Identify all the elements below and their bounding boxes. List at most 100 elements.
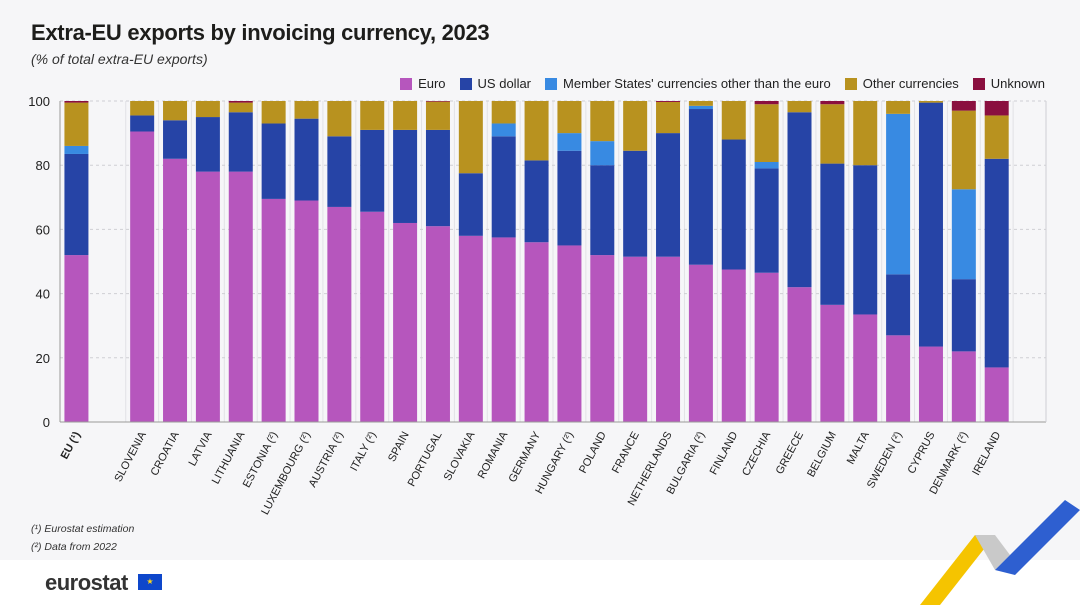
bar-segment-us-dollar (984, 158, 1009, 368)
legend-item: US dollar (459, 76, 531, 91)
bar-segment-euro (656, 256, 681, 422)
eurostat-logo: eurostat (45, 570, 128, 595)
bar-segment-other-currencies (688, 101, 713, 106)
bar-segment-other-currencies (721, 101, 746, 140)
bar-segment-other-currencies (228, 102, 253, 113)
bar-segment-other-currencies (64, 102, 89, 146)
bar-segment-member-states-currencies-other-than-the-euro (951, 189, 976, 280)
x-tick-label: ROMANIA (476, 429, 511, 481)
bar-segment-member-states-currencies-other-than-the-euro (754, 161, 779, 169)
bar-segment-other-currencies (491, 101, 516, 124)
bar-segment-member-states-currencies-other-than-the-euro (64, 145, 89, 154)
bar-segment-member-states-currencies-other-than-the-euro (491, 123, 516, 137)
x-tick-label: LITHUANIA (210, 429, 248, 486)
bar-segment-us-dollar (327, 136, 352, 207)
bar-segment-euro (64, 255, 89, 422)
x-tick-label: AUSTRIA (²) (307, 430, 346, 490)
x-tick-label: PORTUGAL (406, 430, 445, 489)
bar-segment-us-dollar (656, 133, 681, 257)
bar-segment-us-dollar (853, 165, 878, 315)
bar-segment-other-currencies (918, 101, 943, 103)
bar-segment-euro (557, 245, 582, 422)
bar-segment-other-currencies (458, 101, 483, 174)
bar-segment-euro (491, 237, 516, 422)
bar-segment-other-currencies (984, 115, 1009, 159)
bar-segment-member-states-currencies-other-than-the-euro (557, 133, 582, 151)
bar-segment-us-dollar (886, 274, 911, 336)
x-tick-label: CZECHIA (740, 429, 774, 478)
bar-segment-unknown (64, 101, 89, 103)
bar-segment-us-dollar (524, 160, 549, 243)
x-tick-label: SPAIN (386, 430, 412, 464)
bar-segment-other-currencies (787, 101, 812, 113)
bar-segment-euro (918, 346, 943, 422)
x-tick-label: ITALY (²) (348, 430, 379, 473)
bar-segment-euro (886, 335, 911, 422)
bar-segment-unknown (820, 101, 845, 105)
bar-segment-euro (623, 256, 648, 422)
bar-segment-other-currencies (820, 104, 845, 164)
eu-flag-icon: ★ (138, 574, 162, 590)
stacked-bar-chart: 0 20 40 60 80 100 EU (¹) SLOVENIA CROATIA LATVIAL… (28, 94, 1047, 517)
bar-segment-us-dollar (491, 136, 516, 238)
x-tick-label: SLOVENIA (112, 429, 149, 484)
bar-segment-euro (590, 255, 615, 422)
bar-segment-euro (853, 314, 878, 422)
bar-segment-unknown (656, 101, 681, 102)
bar-segment-other-currencies (294, 101, 319, 119)
bar-segment-euro (130, 131, 155, 422)
legend-item: Other currencies (844, 76, 959, 91)
bar-segment-member-states-currencies-other-than-the-euro (688, 105, 713, 110)
bar-segment-other-currencies (524, 101, 549, 161)
bar-segment-euro (688, 264, 713, 422)
legend-label: Other currencies (862, 76, 959, 91)
bar-segment-euro (458, 235, 483, 422)
bar-segment-us-dollar (64, 153, 89, 256)
bar-segment-us-dollar (163, 120, 188, 159)
bar-segment-member-states-currencies-other-than-the-euro (590, 141, 615, 166)
footnote-2: (²) Data from 2022 (31, 541, 117, 553)
bar-segment-euro (984, 367, 1009, 422)
y-tick-label: 80 (36, 158, 50, 173)
bar-segment-us-dollar (721, 139, 746, 270)
bar-segment-euro (951, 351, 976, 422)
y-tick-label: 20 (36, 351, 50, 366)
bar-segment-other-currencies (754, 104, 779, 162)
y-tick-label: 60 (36, 222, 50, 237)
x-tick-label: GREECE (774, 430, 806, 477)
bar-segment-us-dollar (393, 129, 418, 223)
bar-segment-other-currencies (590, 101, 615, 142)
x-tick-label: CROATIA (149, 429, 182, 478)
bar-segment-us-dollar (590, 165, 615, 256)
y-tick-label: 40 (36, 287, 50, 302)
bar-segment-other-currencies (951, 110, 976, 190)
bar-segment-us-dollar (688, 109, 713, 265)
bar-segment-us-dollar (951, 279, 976, 352)
bar-segment-euro (360, 211, 385, 422)
x-tick-label: GERMANY (507, 429, 544, 484)
x-tick-label: FRANCE (610, 430, 642, 476)
bar-segment-other-currencies (425, 101, 450, 130)
bar-segment-euro (195, 171, 220, 422)
bar-segment-euro (524, 242, 549, 422)
x-tick-label: MALTA (845, 429, 872, 466)
bar-segment-euro (393, 222, 418, 422)
bar-segment-us-dollar (820, 163, 845, 305)
bar-segment-other-currencies (163, 101, 188, 121)
bar-segment-euro (754, 272, 779, 422)
bar-segment-other-currencies (853, 101, 878, 166)
bar-segment-unknown (754, 101, 779, 105)
legend-swatch (972, 77, 985, 90)
bar-segment-other-currencies (623, 101, 648, 151)
bar-segment-us-dollar (425, 129, 450, 227)
x-tick-label: SWEDEN (²) (865, 430, 905, 491)
legend: Euro US dollar Member States' currencies o… (400, 76, 1045, 91)
bar-segment-member-states-currencies-other-than-the-euro (886, 113, 911, 275)
bar-segment-euro (228, 171, 253, 422)
y-tick-label: 100 (28, 94, 50, 109)
chart-title: Extra-EU exports by invoicing currency, … (31, 20, 490, 45)
legend-label: Unknown (990, 76, 1045, 91)
bar-segment-other-currencies (130, 101, 155, 116)
legend-swatch (459, 77, 472, 90)
x-tick-label: CYPRUS (905, 430, 937, 476)
